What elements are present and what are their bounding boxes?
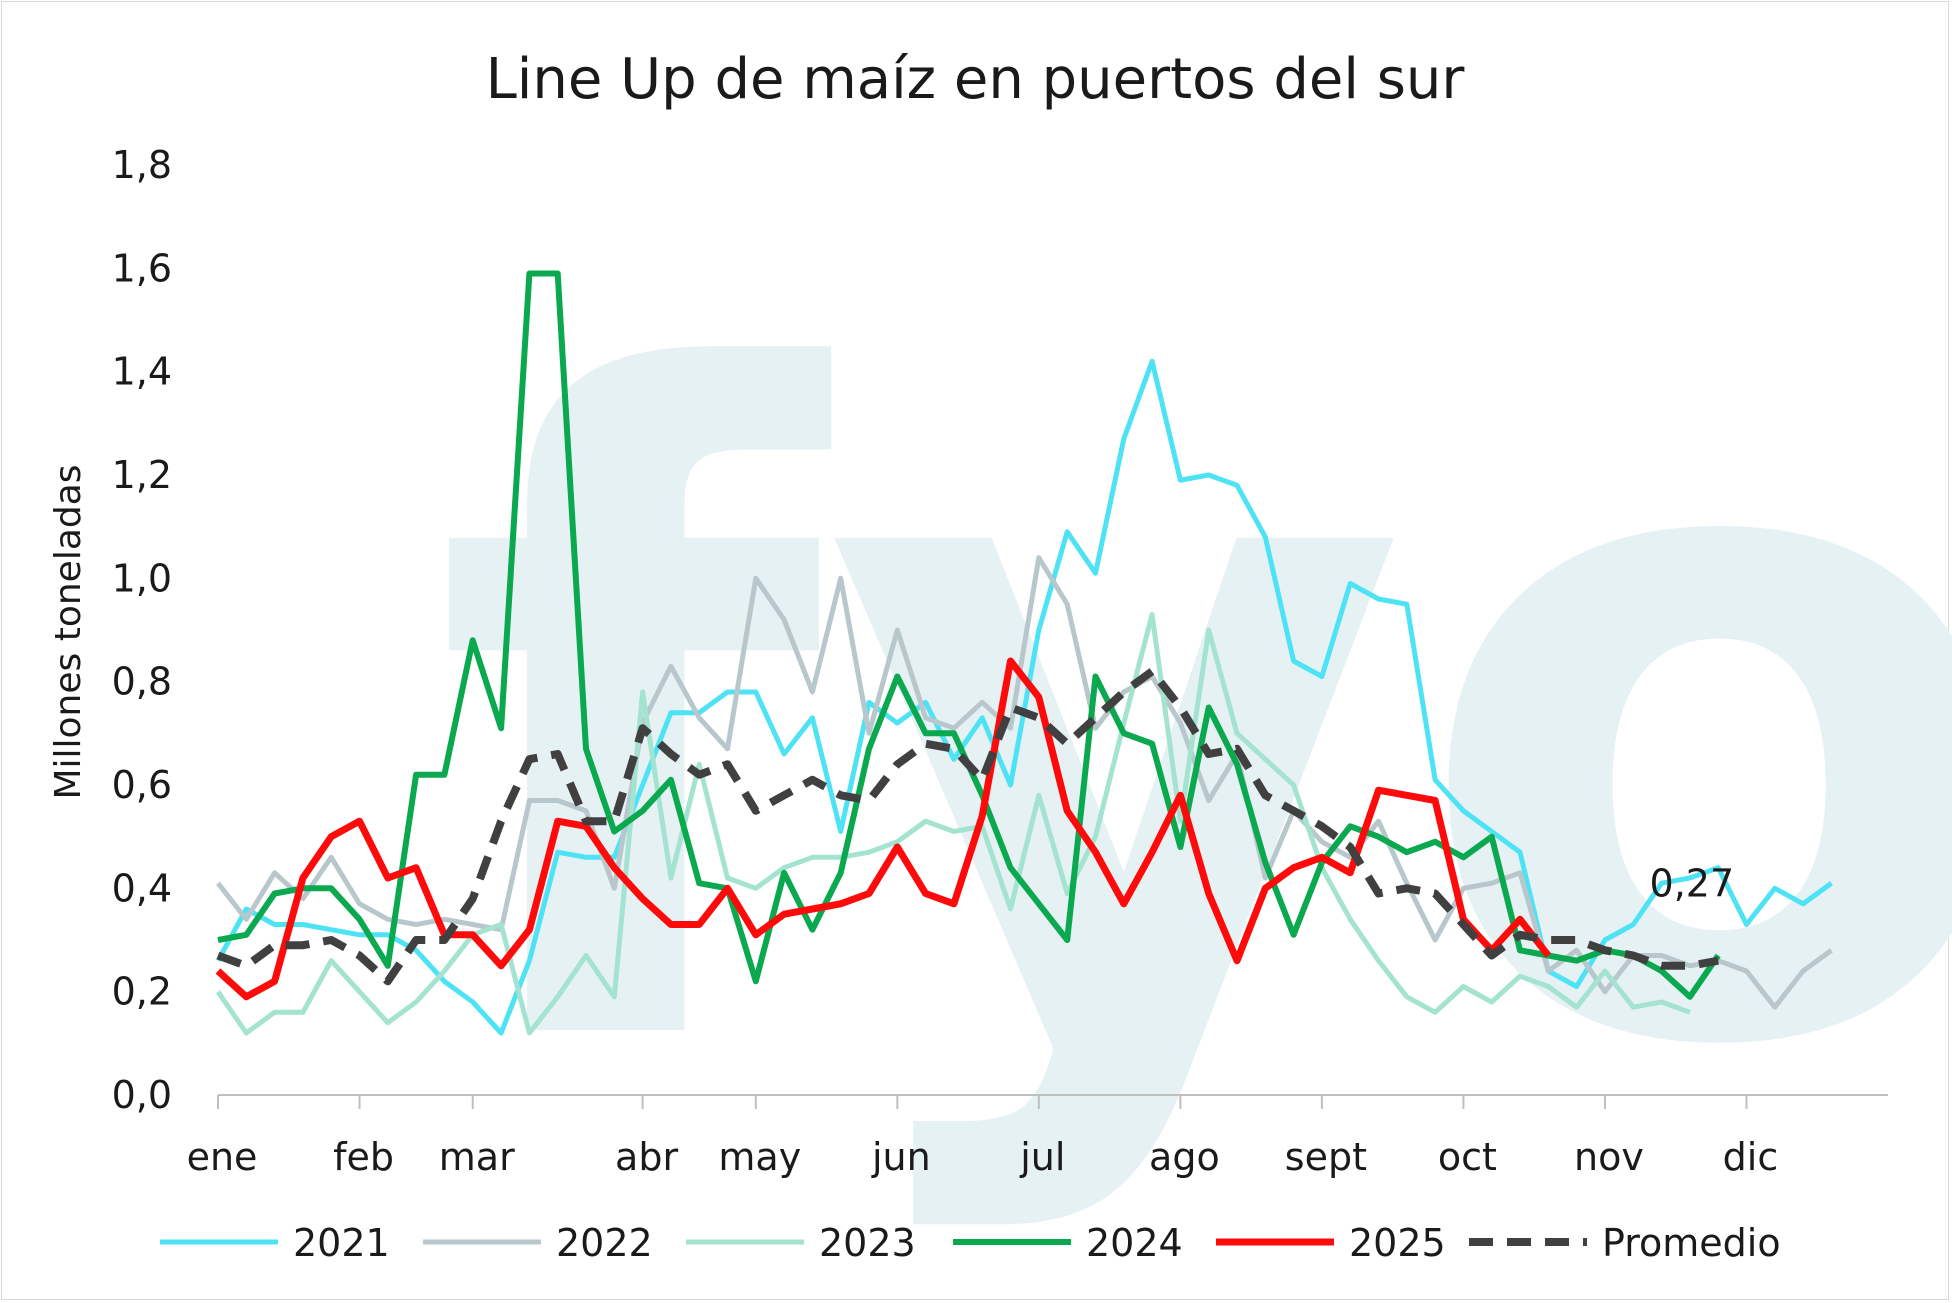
y-tick-label: 0,8 <box>112 660 172 704</box>
y-axis-ticks: 0,0 0,2 0,4 0,6 0,8 1,0 1,2 1,4 1,6 1,8 <box>112 143 172 1117</box>
x-tick-label: dic <box>1723 1135 1779 1179</box>
series-line-2023 <box>215 612 1691 1036</box>
y-tick-label: 0,4 <box>112 866 172 910</box>
legend-label-2024: 2024 <box>1086 1221 1183 1265</box>
x-axis: ene feb mar abr may jun jul ago sept oct nov dic <box>187 1094 1888 1179</box>
x-tick-label: jun <box>871 1135 931 1179</box>
legend-label-2025: 2025 <box>1349 1221 1446 1265</box>
x-tick-label: feb <box>333 1135 394 1179</box>
y-tick-label: 0,0 <box>112 1073 172 1117</box>
x-tick-label: sept <box>1285 1135 1367 1179</box>
x-tick-label: abr <box>615 1135 678 1179</box>
y-tick-label: 1,2 <box>112 453 172 497</box>
legend-label-2021: 2021 <box>293 1221 390 1265</box>
chart-title: Line Up de maíz en puertos del sur <box>486 47 1466 112</box>
x-tick-label: may <box>718 1135 801 1179</box>
annotations: 0,27 <box>1650 861 1735 905</box>
series-line-2021 <box>215 358 1833 1036</box>
x-tick-label: oct <box>1438 1135 1497 1179</box>
legend-label-2023: 2023 <box>819 1221 916 1265</box>
annotation-label: 0,27 <box>1650 861 1735 905</box>
legend-label-promedio: Promedio <box>1602 1221 1781 1265</box>
y-axis-title: Millones toneladas <box>48 464 89 799</box>
y-tick-label: 0,2 <box>112 970 172 1014</box>
series-lines <box>215 270 1833 1036</box>
y-tick-label: 1,4 <box>112 350 172 394</box>
legend: 2021 2022 2023 2024 2025 Promedio <box>160 1221 1781 1265</box>
x-tick-label: ago <box>1149 1135 1220 1179</box>
x-tick-label: nov <box>1574 1135 1644 1179</box>
y-tick-label: 0,6 <box>112 763 172 807</box>
y-tick-label: 1,6 <box>112 246 172 290</box>
y-tick-label: 1,8 <box>112 143 172 187</box>
legend-label-2022: 2022 <box>556 1221 653 1265</box>
y-tick-label: 1,0 <box>112 556 172 600</box>
x-tick-label: ene <box>187 1135 258 1179</box>
x-tick-label: jul <box>1019 1135 1065 1179</box>
series-line-2025 <box>215 657 1552 1001</box>
x-tick-label: mar <box>439 1135 515 1179</box>
series-line-promedio <box>216 667 1719 986</box>
